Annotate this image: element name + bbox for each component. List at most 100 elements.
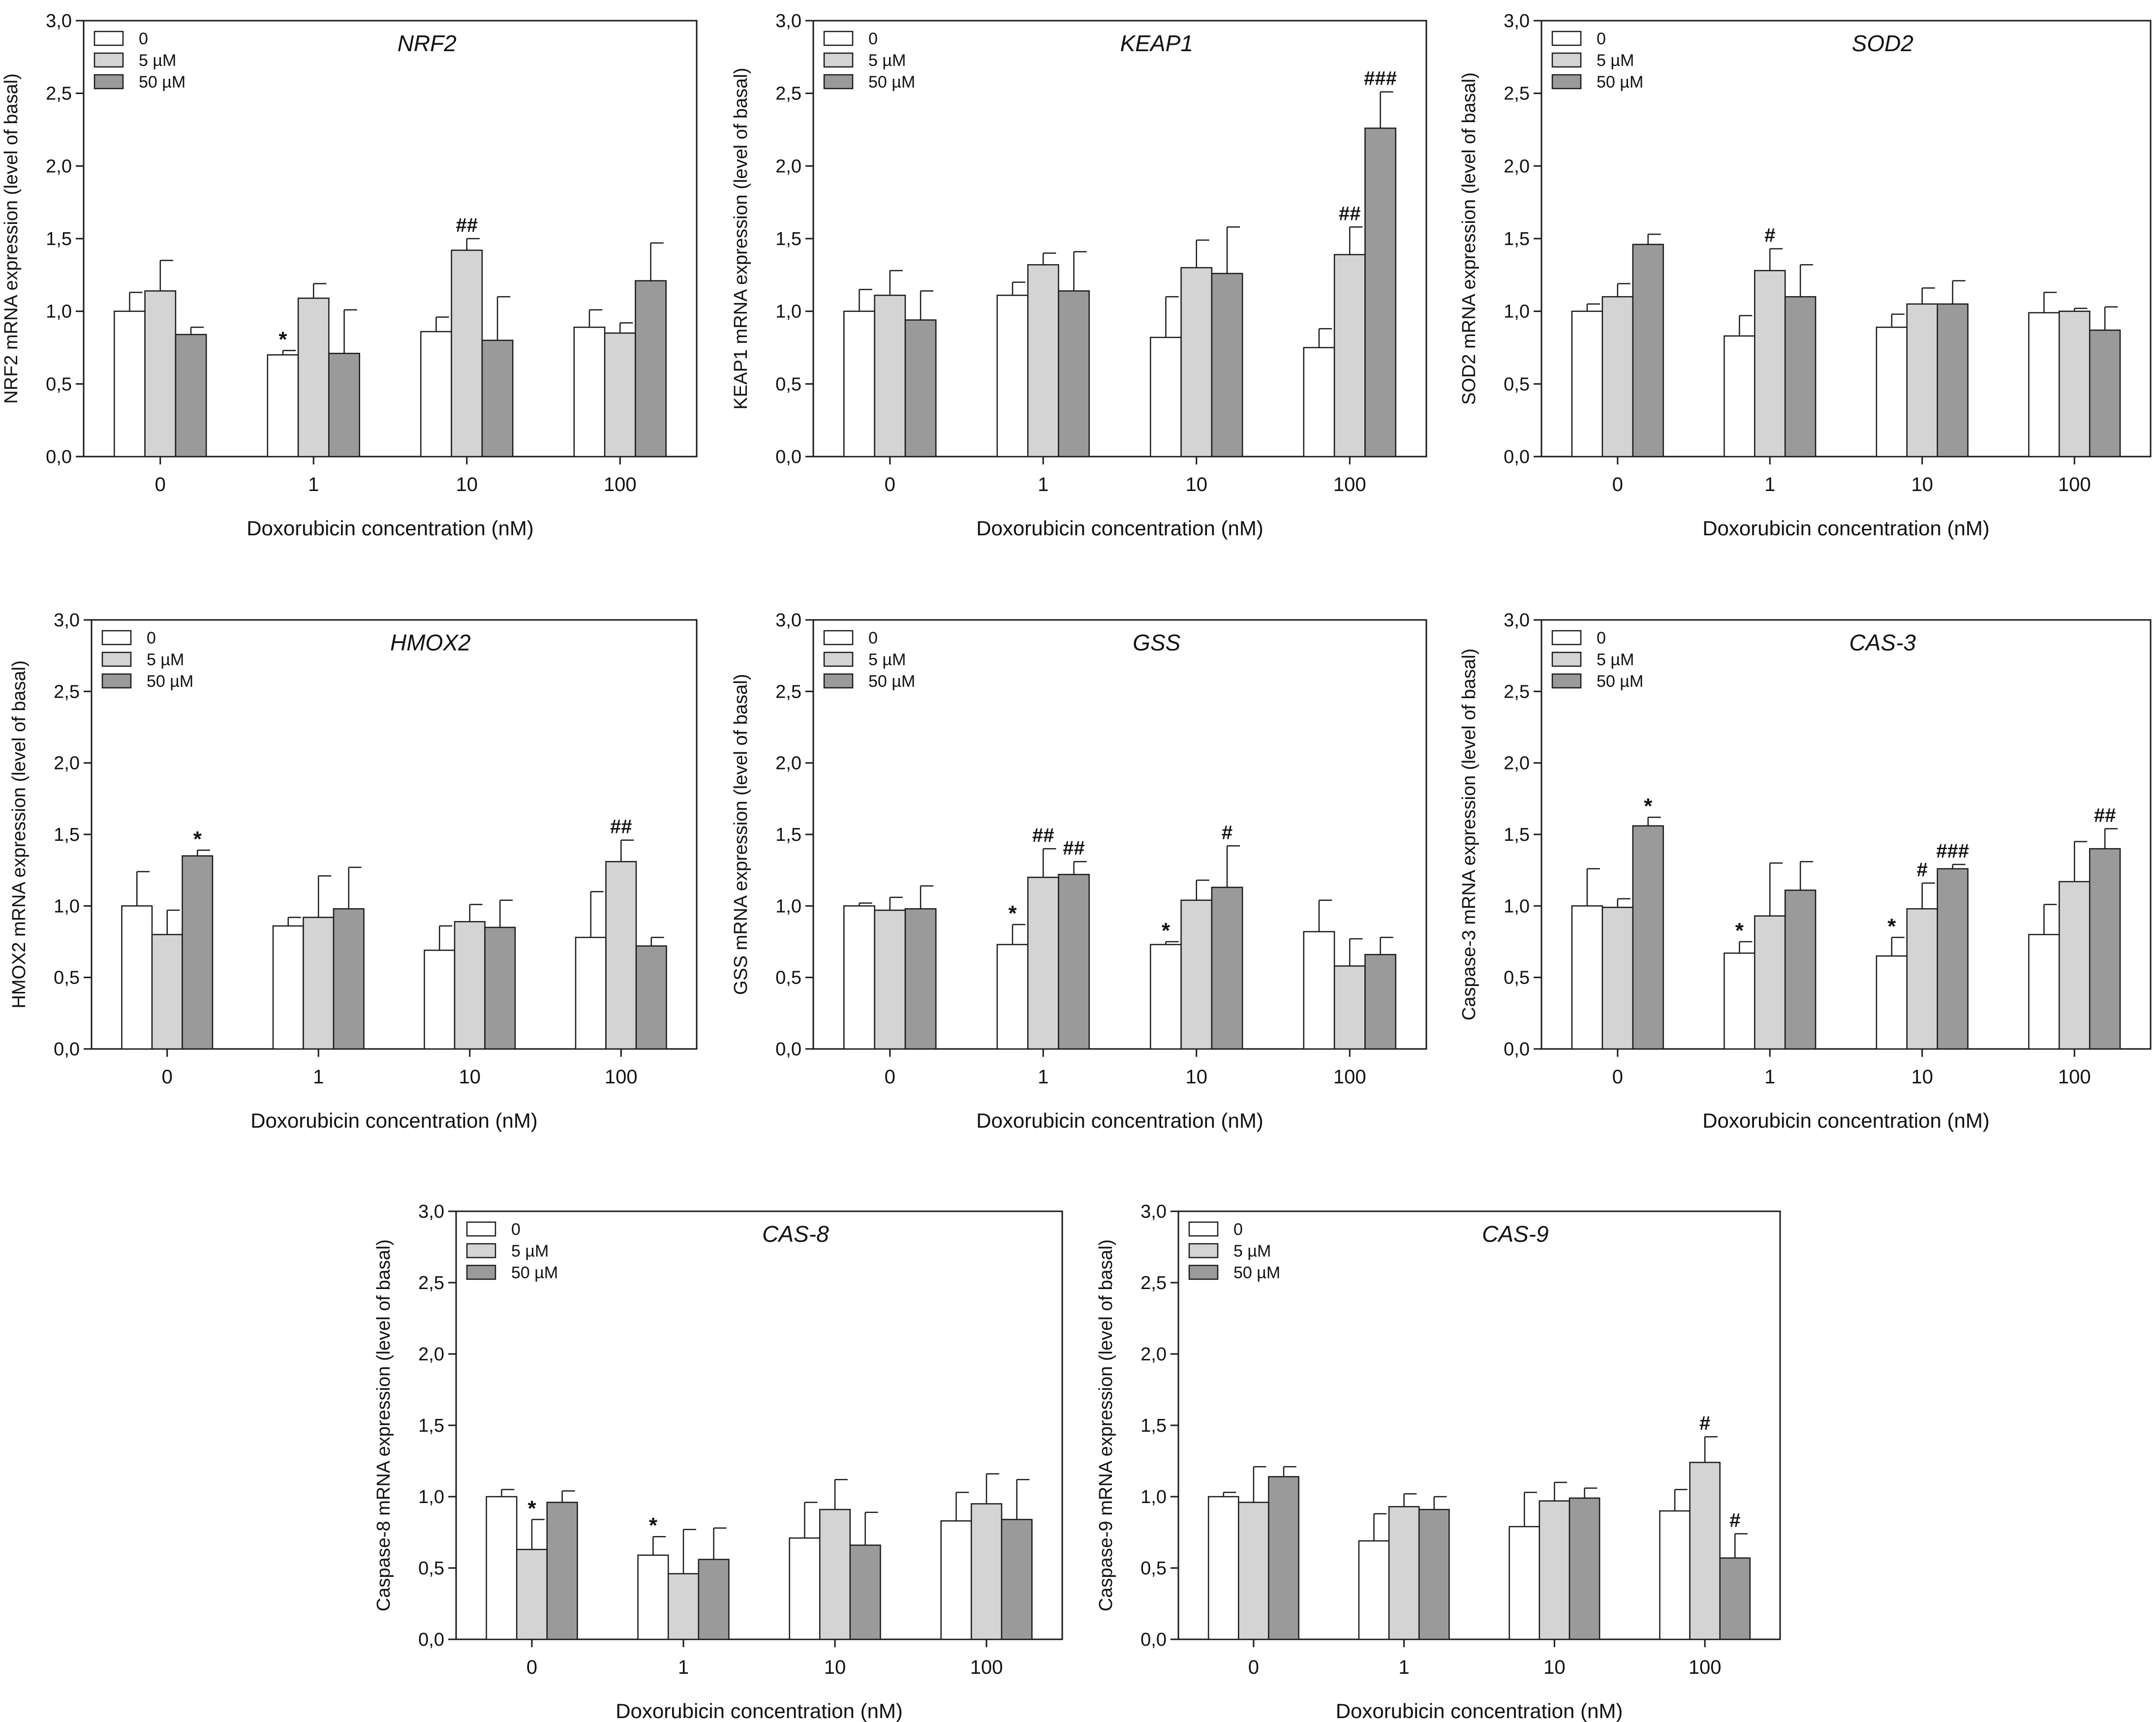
significance-marker: ### (1364, 68, 1397, 90)
chart-panel-1: 0,0 0,5 1,0 1,5 2,0 2,5 3,0 0 1 10 100 * ## 0 5 µM 50 µ… (1, 11, 698, 540)
legend-label: 50 µM (147, 672, 193, 691)
x-tick-label: 1 (1399, 1657, 1410, 1678)
significance-marker: # (1222, 822, 1232, 843)
bar (1906, 303, 1938, 458)
significance-marker: * (1008, 901, 1017, 925)
x-tick-label: 100 (970, 1657, 1003, 1678)
x-tick-label: 0 (885, 1066, 895, 1088)
significance-marker: # (1764, 225, 1775, 246)
legend-label: 0 (147, 629, 156, 647)
legend-label: 0 (1597, 629, 1606, 647)
y-tick-label: 0,0 (775, 1039, 801, 1060)
legend-swatch (1188, 1264, 1219, 1280)
bar (2089, 329, 2121, 458)
bar (1150, 337, 1182, 458)
y-axis-label: NRF2 mRNA expression (level of basal) (1, 73, 22, 404)
bar (454, 921, 486, 1050)
y-tick-label: 2,0 (1504, 753, 1530, 774)
legend-swatch (823, 651, 854, 667)
legend-label: 5 µM (147, 650, 184, 669)
bar (1180, 899, 1213, 1050)
significance-marker: * (193, 827, 202, 851)
x-tick-label: 0 (162, 1066, 173, 1088)
legend-label: 5 µM (511, 1242, 549, 1261)
bar (635, 945, 667, 1050)
chart-title: KEAP1 (1120, 31, 1193, 56)
bar (1027, 876, 1059, 1050)
y-tick-label: 1,0 (46, 302, 72, 322)
bar (516, 1549, 548, 1640)
y-tick-label: 1,0 (775, 302, 801, 322)
legend-label: 50 µM (868, 672, 915, 691)
bar (2059, 881, 2091, 1050)
legend-swatch (823, 630, 854, 646)
y-tick-label: 2,5 (46, 84, 72, 104)
significance-marker: * (1644, 794, 1653, 818)
legend-label: 0 (139, 30, 148, 48)
bar (1602, 906, 1633, 1050)
bar (1937, 868, 1969, 1050)
y-tick-label: 3,0 (418, 1201, 444, 1222)
y-axis-label: Caspase-8 mRNA expression (level of basa… (373, 1239, 394, 1611)
bar (605, 861, 637, 1050)
y-tick-label: 1,5 (775, 229, 801, 249)
x-axis-label: Doxorubicin concentration (nM) (1702, 517, 1990, 540)
chart-panel-8: 0,0 0,5 1,0 1,5 2,0 2,5 3,0 0 1 10 100 # #0 5 µM 50 µM… (1096, 1201, 1781, 1722)
y-tick-label: 0,0 (1504, 447, 1530, 467)
bar (904, 319, 937, 458)
legend-swatch (1188, 1221, 1219, 1237)
x-tick-label: 0 (526, 1657, 537, 1678)
legend-swatch (466, 1221, 496, 1237)
bar (1509, 1526, 1540, 1640)
y-tick-label: 0,5 (1504, 374, 1530, 395)
significance-marker: * (649, 1513, 658, 1538)
legend-label: 0 (868, 629, 878, 647)
bar (1058, 290, 1090, 458)
y-tick-label: 0,5 (418, 1558, 444, 1579)
y-tick-label: 1,5 (1140, 1415, 1167, 1436)
legend-label: 5 µM (1597, 51, 1634, 70)
y-tick-label: 2,5 (775, 84, 801, 104)
bar (698, 1559, 730, 1640)
x-tick-label: 100 (1333, 474, 1366, 495)
legend-swatch (1551, 52, 1582, 68)
bar (114, 310, 146, 458)
bar (1539, 1500, 1571, 1640)
chart-title: CAS-3 (1849, 630, 1916, 655)
y-tick-label: 3,0 (775, 11, 801, 31)
bar (1569, 1497, 1601, 1640)
bar (1784, 890, 1817, 1050)
chart-title: HMOX2 (390, 630, 471, 655)
y-tick-label: 2,5 (54, 681, 80, 702)
x-tick-label: 0 (1612, 474, 1623, 495)
y-tick-label: 1,5 (1504, 229, 1530, 249)
significance-marker: ## (1032, 825, 1054, 846)
legend-swatch (93, 52, 124, 68)
bar (1303, 347, 1335, 458)
legend-swatch (823, 74, 854, 90)
bar (1418, 1508, 1450, 1640)
legend-label: 50 µM (1597, 73, 1643, 92)
legend-label: 0 (511, 1220, 521, 1239)
x-tick-label: 10 (1186, 474, 1208, 495)
legend-swatch (93, 74, 124, 90)
bar (267, 354, 299, 458)
y-tick-label: 0,0 (775, 447, 801, 467)
bar (2028, 934, 2060, 1050)
x-tick-label: 100 (1689, 1657, 1722, 1678)
bar (1754, 915, 1786, 1050)
x-axis-label: Doxorubicin concentration (nM) (976, 517, 1263, 540)
bar (667, 1573, 700, 1640)
legend-label: 0 (868, 30, 878, 48)
bar (1058, 874, 1090, 1050)
legend-label: 50 µM (868, 73, 915, 92)
bar (2089, 848, 2121, 1050)
bar (1180, 267, 1213, 458)
bar (1632, 825, 1664, 1050)
legend-label: 50 µM (1233, 1263, 1280, 1282)
bar (1268, 1476, 1299, 1640)
bar (1333, 965, 1366, 1050)
significance-marker: ## (456, 215, 478, 236)
legend-label: 5 µM (868, 650, 906, 669)
